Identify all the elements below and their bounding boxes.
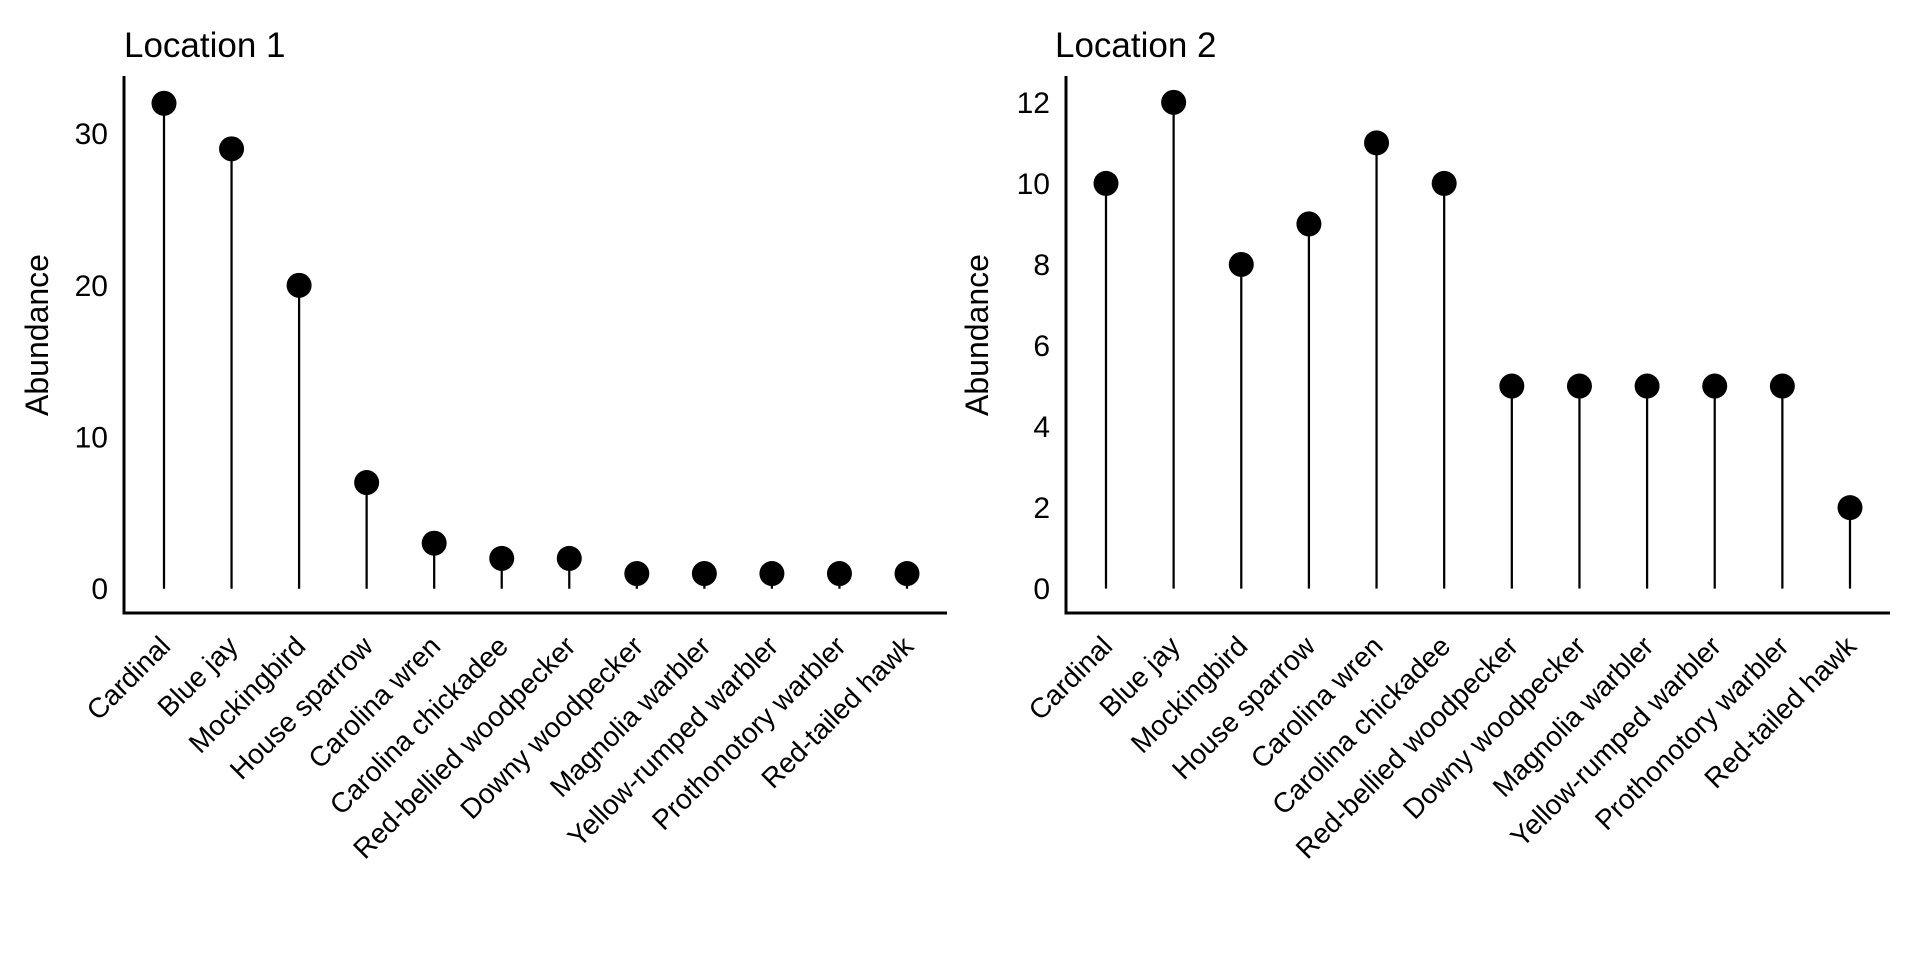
lollipop-point: [691, 561, 717, 587]
lollipop-point: [219, 136, 245, 162]
lollipop-point: [489, 545, 515, 571]
y-tick-label: 2: [1033, 492, 1050, 525]
lollipop-point: [1837, 495, 1863, 521]
lollipop-point: [1093, 170, 1119, 196]
lollipop-point: [1702, 373, 1728, 399]
lollipop-point: [151, 90, 177, 116]
y-axis-label: Abundance: [959, 254, 995, 416]
lollipop-point: [1364, 130, 1390, 156]
lollipop-point: [1634, 373, 1660, 399]
lollipop-point: [826, 561, 852, 587]
chart-location-2: Location 2 Abundance 024681012CardinalBl…: [959, 26, 1890, 865]
lollipop-point: [421, 530, 447, 556]
chart-location-1: Location 1 Abundance 0102030CardinalBlue…: [19, 26, 947, 865]
y-tick-label: 20: [75, 270, 108, 303]
lollipop-point: [894, 561, 920, 587]
y-axis-label: Abundance: [19, 254, 55, 416]
lollipop-point: [759, 561, 785, 587]
lollipop-point: [1566, 373, 1592, 399]
y-tick-label: 4: [1033, 411, 1050, 444]
lollipop-point: [286, 272, 312, 298]
lollipop-point: [1499, 373, 1525, 399]
lollipop-point: [1161, 89, 1187, 115]
lollipop-point: [556, 545, 582, 571]
lollipop-point: [354, 470, 380, 496]
lollipop-point: [1431, 170, 1457, 196]
y-tick-label: 10: [1017, 168, 1050, 201]
y-tick-label: 30: [75, 118, 108, 151]
lollipop-point: [1296, 211, 1322, 237]
y-tick-label: 12: [1017, 87, 1050, 120]
chart-title: Location 2: [1055, 26, 1217, 65]
lollipop-point: [624, 561, 650, 587]
chart-title: Location 1: [124, 26, 286, 65]
y-tick-label: 6: [1033, 330, 1050, 363]
lollipop-point: [1228, 251, 1254, 277]
lollipop-point: [1769, 373, 1795, 399]
y-tick-label: 0: [91, 573, 108, 606]
y-tick-label: 8: [1033, 249, 1050, 282]
y-tick-label: 10: [75, 422, 108, 455]
y-tick-label: 0: [1033, 573, 1050, 606]
